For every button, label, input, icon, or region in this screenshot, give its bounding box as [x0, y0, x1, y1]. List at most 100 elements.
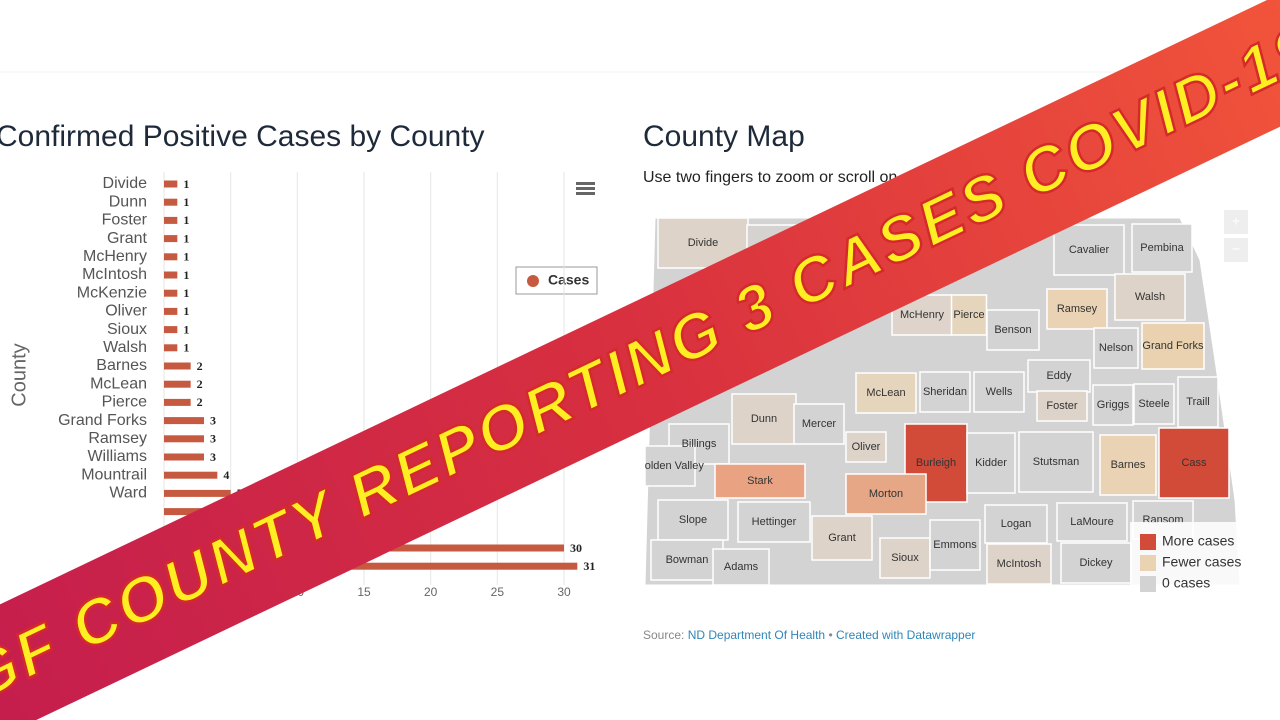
county-label: Walsh [1135, 291, 1165, 303]
county-label: Dickey [1079, 557, 1113, 569]
legend-label: 0 cases [1162, 575, 1210, 591]
menu-icon[interactable] [576, 182, 595, 195]
bar [164, 344, 178, 352]
county-label: Sheridan [923, 386, 967, 398]
legend[interactable]: Cases [515, 266, 598, 295]
county-label: Nelson [1099, 342, 1133, 354]
county[interactable] [811, 515, 873, 561]
bar [164, 235, 178, 243]
zoom-out[interactable] [1224, 238, 1248, 262]
county[interactable] [986, 309, 1040, 351]
bar [164, 289, 178, 297]
county-label: Emmons [933, 539, 977, 551]
y-tick-label: Divide [103, 175, 148, 192]
zoom-controls[interactable]: + − [1224, 210, 1248, 262]
value-label: 3 [210, 432, 216, 446]
county-label: Griggs [1097, 399, 1130, 411]
county[interactable] [1099, 434, 1157, 496]
county[interactable] [1053, 224, 1125, 276]
county[interactable] [712, 548, 770, 586]
county-label: Bowman [666, 554, 709, 566]
county[interactable] [986, 543, 1052, 585]
county[interactable] [984, 504, 1048, 544]
y-tick-label: McIntosh [82, 266, 147, 283]
county-label: Grant [828, 532, 856, 544]
county[interactable] [966, 432, 1016, 494]
county[interactable] [1018, 431, 1094, 493]
county-label: McHenry [900, 309, 945, 321]
source-part[interactable]: Created with Datawrapper [836, 628, 975, 642]
bar [164, 198, 178, 206]
county[interactable] [1114, 273, 1186, 321]
county[interactable] [645, 445, 696, 487]
county[interactable] [714, 463, 806, 499]
y-tick-label: McHenry [83, 248, 147, 265]
county[interactable] [1141, 322, 1205, 370]
bar-chart: 051015202530Divide1Dunn1Foster1Grant1McH… [58, 172, 595, 599]
y-tick-label: Foster [102, 212, 148, 229]
county-label: McIntosh [997, 558, 1042, 570]
county[interactable] [1056, 502, 1128, 542]
county[interactable] [668, 423, 730, 465]
county[interactable] [1092, 384, 1134, 426]
county[interactable] [973, 371, 1025, 413]
county[interactable] [737, 501, 811, 543]
value-label: 4 [223, 468, 229, 482]
bar [164, 435, 204, 443]
value-label: 2 [197, 395, 203, 409]
county-label: Morton [869, 488, 903, 500]
legend-swatch [1140, 534, 1156, 550]
value-label: 1 [183, 268, 189, 282]
county[interactable] [1027, 359, 1091, 393]
value-label: 2 [197, 359, 203, 373]
y-tick-label: Sioux [107, 321, 147, 338]
zoom-in-label: + [1232, 213, 1240, 229]
zoom-in[interactable] [1224, 210, 1248, 234]
county[interactable] [657, 499, 729, 541]
county[interactable] [1093, 327, 1139, 369]
value-label: 1 [183, 177, 189, 191]
menu-bar [576, 192, 595, 195]
legend-label: More cases [1162, 533, 1234, 549]
x-tick-label: 15 [357, 585, 371, 599]
county[interactable] [1046, 288, 1108, 330]
value-label: 30 [570, 541, 582, 555]
value-label: 3 [210, 413, 216, 427]
county[interactable] [1177, 376, 1219, 428]
y-tick-label: Walsh [103, 339, 147, 356]
county-label: Wells [986, 386, 1013, 398]
county[interactable] [845, 431, 887, 463]
county[interactable] [1131, 223, 1193, 273]
legend-box [515, 266, 598, 295]
county[interactable] [793, 403, 845, 445]
county-label: Sioux [891, 552, 919, 564]
value-label: 1 [183, 250, 189, 264]
bar [164, 216, 178, 224]
county[interactable] [1133, 383, 1175, 425]
county-label: Dunn [751, 413, 777, 425]
value-label: 2 [197, 377, 203, 391]
bar [164, 271, 178, 279]
menu-bar [576, 182, 595, 185]
value-label: 1 [183, 231, 189, 245]
county[interactable] [855, 372, 917, 414]
value-label: 1 [183, 304, 189, 318]
county-label: Pierce [953, 309, 984, 321]
county[interactable] [1158, 427, 1230, 499]
bar [164, 471, 218, 479]
y-tick-label: Mountrail [81, 466, 147, 483]
county[interactable] [845, 473, 927, 515]
county-label: Golden Valley [636, 460, 704, 472]
county-label: Steele [1138, 398, 1169, 410]
county[interactable] [919, 371, 971, 413]
y-tick-label: Ramsey [88, 430, 147, 447]
county[interactable] [1036, 390, 1088, 422]
y-tick-label: McLean [90, 375, 147, 392]
legend-label: Fewer cases [1162, 554, 1241, 570]
bar [164, 489, 231, 497]
source-part[interactable]: ND Department Of Health [688, 628, 825, 642]
county[interactable] [929, 519, 981, 571]
county-map[interactable]: DivideBurkeCavalierPembinaWalshRamseyMcH… [636, 217, 1241, 586]
